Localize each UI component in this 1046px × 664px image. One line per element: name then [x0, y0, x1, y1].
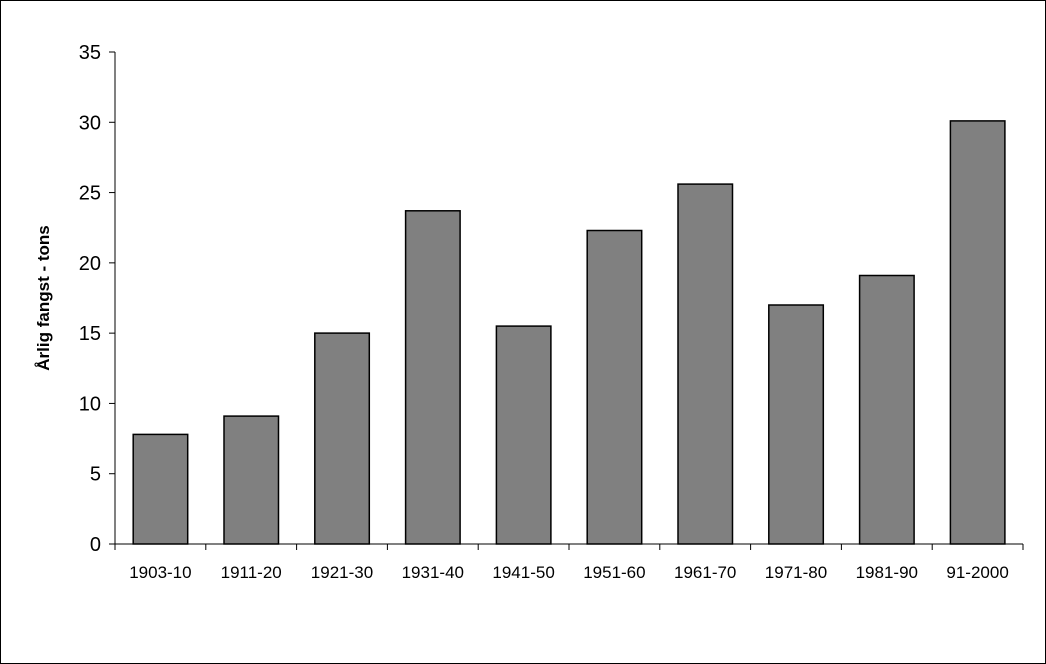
bar-91-2000	[949, 120, 1006, 545]
y-axis-label: Årlig fangst - tons	[34, 225, 53, 370]
x-tick-label-91-2000: 91-2000	[946, 563, 1008, 582]
x-tick-label-1951-60: 1951-60	[583, 563, 645, 582]
x-ticks-group: 1903-10 1911-20 1921-30 1931-40 1941-50 1951-…	[114, 544, 1024, 582]
y-tick-label-15: 15	[79, 323, 101, 345]
x-tick-label-1981-90: 1981-90	[856, 563, 918, 582]
bar-1921-30	[314, 332, 371, 545]
y-tick-label-25: 25	[79, 183, 101, 205]
bar-1911-20	[223, 415, 280, 545]
bar-1981-90	[858, 274, 915, 545]
bar-1971-80	[768, 304, 825, 545]
x-tick-label-1941-50: 1941-50	[492, 563, 554, 582]
y-ticks-group: 0 5 10 15 20 25 30 35	[79, 42, 115, 556]
x-tick-label-1961-70: 1961-70	[674, 563, 736, 582]
bar-1951-60	[586, 229, 643, 545]
bars-group	[132, 120, 1006, 545]
x-tick-label-1971-80: 1971-80	[765, 563, 827, 582]
bar-1961-70	[677, 183, 734, 545]
y-tick-label-5: 5	[90, 464, 101, 486]
x-tick-label-1911-20: 1911-20	[221, 563, 282, 582]
bar-1931-40	[404, 210, 461, 545]
x-tick-label-1921-30: 1921-30	[311, 563, 373, 582]
y-tick-label-35: 35	[79, 42, 101, 64]
y-tick-label-20: 20	[79, 253, 101, 275]
x-tick-label-1903-10: 1903-10	[129, 563, 191, 582]
y-tick-label-10: 10	[79, 393, 101, 415]
x-tick-label-1931-40: 1931-40	[402, 563, 464, 582]
y-tick-label-0: 0	[90, 534, 101, 556]
bar-1903-10	[132, 433, 189, 545]
y-tick-label-30: 30	[79, 112, 101, 134]
bar-1941-50	[495, 325, 552, 545]
